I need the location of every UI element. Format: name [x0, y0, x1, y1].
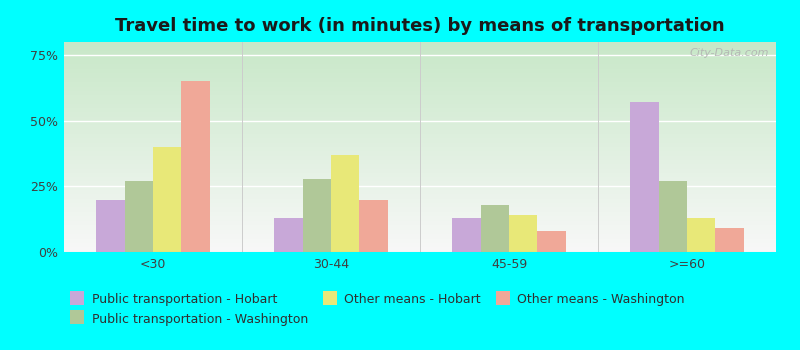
- Bar: [331, 155, 359, 252]
- Bar: [125, 181, 153, 252]
- Bar: [538, 231, 566, 252]
- Bar: [359, 199, 388, 252]
- Bar: [182, 82, 210, 252]
- Bar: [153, 147, 182, 252]
- Bar: [715, 228, 744, 252]
- Bar: [687, 218, 715, 252]
- Bar: [630, 102, 658, 252]
- Bar: [96, 199, 125, 252]
- Bar: [658, 181, 687, 252]
- Bar: [274, 218, 302, 252]
- Bar: [302, 178, 331, 252]
- Bar: [481, 205, 509, 252]
- Bar: [452, 218, 481, 252]
- Text: City-Data.com: City-Data.com: [690, 48, 769, 58]
- Legend: Public transportation - Hobart, Public transportation - Washington, Other means : Public transportation - Hobart, Public t…: [70, 293, 684, 326]
- Title: Travel time to work (in minutes) by means of transportation: Travel time to work (in minutes) by mean…: [115, 17, 725, 35]
- Bar: [509, 215, 538, 252]
